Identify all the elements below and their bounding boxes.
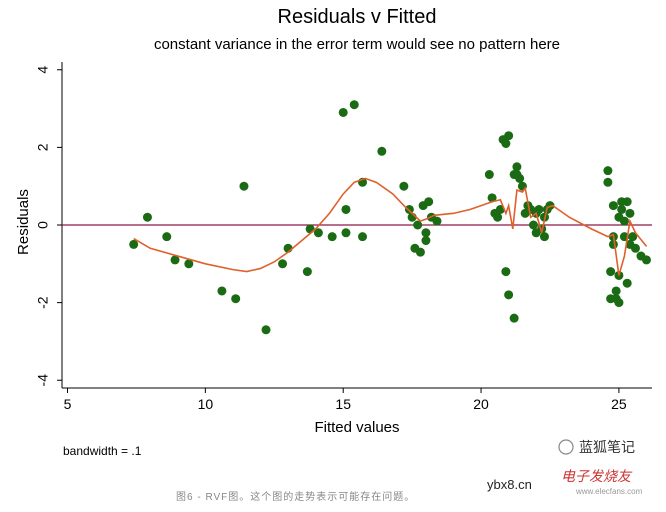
wechat-icon [558, 439, 574, 455]
scatter-point [614, 298, 624, 308]
scatter-point [515, 173, 525, 183]
x-axis-ticks: 5 10 15 20 25 [64, 388, 627, 412]
scatter-point [313, 228, 323, 238]
scatter-point [512, 162, 522, 172]
x-tick-label: 15 [335, 396, 351, 412]
scatter-point [487, 193, 497, 203]
chart-title: Residuals v Fitted [278, 6, 437, 28]
y-tick-label: 4 [35, 66, 51, 74]
y-tick-label: 2 [35, 143, 51, 151]
x-tick-label: 25 [611, 396, 627, 412]
plot-area: 5 10 15 20 25 -4 -2 0 2 4 [35, 62, 652, 412]
figure-caption: 图6 - RVF图。这个图的走势表示可能存在问题。 [176, 490, 415, 503]
scatter-point [493, 212, 503, 222]
elecfans-url: www.elecfans.com [575, 487, 643, 496]
wechat-watermark: 蓝狐笔记 [558, 439, 635, 455]
y-tick-label: -4 [35, 374, 51, 387]
scatter-point [338, 107, 348, 117]
scatter-point [261, 325, 271, 335]
scatter-point [432, 216, 442, 226]
scatter-point [501, 139, 511, 148]
x-tick-label: 5 [64, 396, 72, 412]
scatter-point [413, 220, 423, 230]
scatter-point [424, 197, 434, 207]
scatter-point [608, 201, 618, 211]
scatter-point [622, 278, 632, 288]
scatter-point [415, 247, 425, 257]
scatter-point [302, 267, 312, 277]
scatter-point [349, 100, 359, 110]
bandwidth-note: bandwidth = .1 [63, 444, 142, 458]
scatter-point [641, 255, 651, 265]
scatter-point [421, 236, 431, 246]
scatter-point [539, 232, 549, 242]
scatter-point [278, 259, 288, 269]
scatter-point [358, 232, 368, 242]
scatter-point [170, 255, 180, 265]
scatter-point [625, 208, 635, 218]
y-axis-title: Residuals [15, 189, 32, 255]
scatter-point [341, 204, 351, 214]
scatter-point [611, 286, 621, 296]
scatter-point [619, 216, 629, 226]
y-tick-label: 0 [35, 221, 51, 229]
scatter-point [528, 220, 538, 230]
scatter-point [606, 267, 616, 277]
scatter-point [231, 294, 241, 304]
scatter-point [239, 181, 249, 191]
scatter-point [603, 177, 613, 187]
scatter-points [129, 100, 651, 335]
x-tick-label: 20 [473, 396, 489, 412]
scatter-point [509, 313, 519, 323]
scatter-point [504, 290, 514, 300]
scatter-point [504, 131, 514, 141]
scatter-point [217, 286, 227, 296]
y-axis-ticks: -4 -2 0 2 4 [35, 66, 62, 387]
scatter-point [608, 239, 618, 249]
chart-subtitle: constant variance in the error term woul… [154, 36, 560, 53]
scatter-point [327, 232, 337, 242]
scatter-point [622, 197, 632, 207]
x-axis-title: Fitted values [314, 419, 399, 436]
scatter-point [501, 267, 511, 277]
scatter-point [617, 204, 627, 214]
scatter-point [628, 232, 638, 242]
scatter-point [184, 259, 194, 269]
y-tick-label: -2 [35, 296, 51, 309]
x-tick-label: 10 [198, 396, 214, 412]
scatter-point [421, 228, 431, 238]
scatter-point [630, 243, 640, 253]
site-watermark: ybx8.cn [487, 477, 532, 492]
scatter-point [162, 232, 172, 242]
scatter-point [404, 204, 414, 214]
scatter-point [377, 146, 387, 156]
scatter-point [603, 166, 613, 176]
wechat-watermark-text: 蓝狐笔记 [579, 439, 635, 455]
scatter-point [341, 228, 351, 238]
scatter-point [484, 170, 494, 180]
lowess-smooth-line [133, 177, 648, 276]
scatter-point [534, 204, 544, 214]
scatter-point [305, 224, 315, 234]
scatter-point [129, 239, 139, 249]
elecfans-watermark: 电子发烧友 [561, 469, 633, 485]
scatter-point [142, 212, 152, 222]
scatter-point [399, 181, 409, 191]
